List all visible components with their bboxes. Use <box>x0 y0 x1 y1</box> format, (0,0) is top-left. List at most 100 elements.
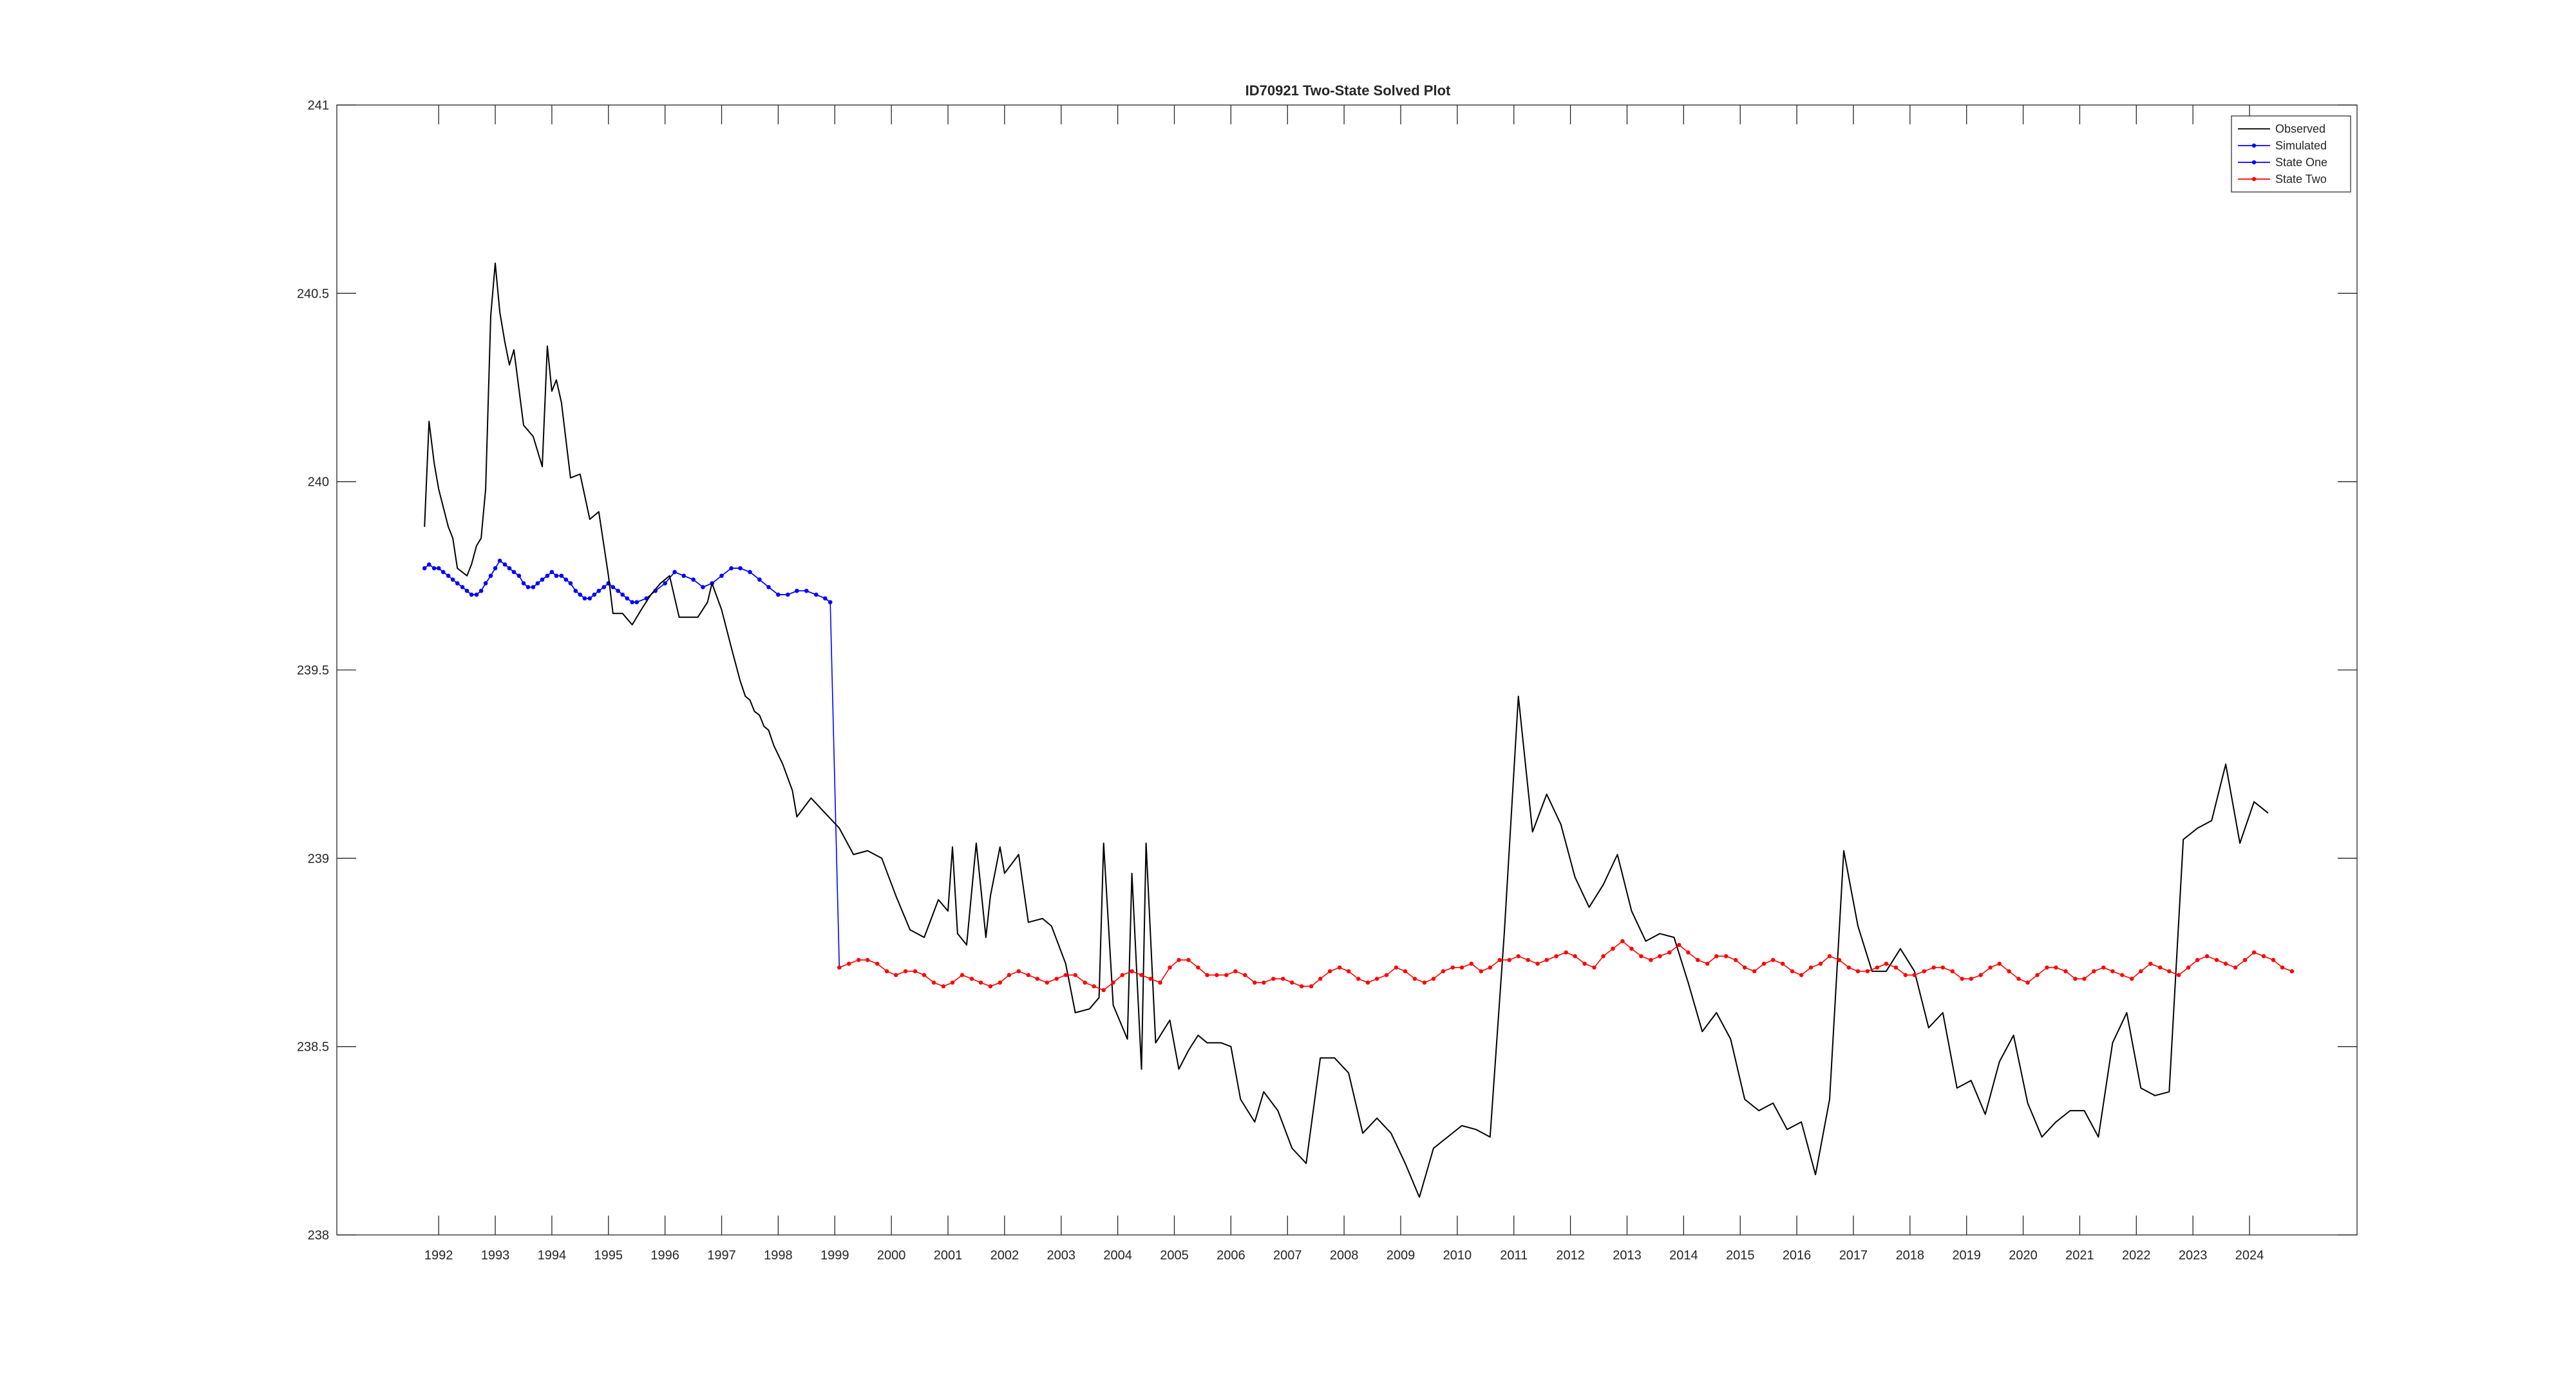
data-point-state-two <box>866 958 870 962</box>
x-tick-label: 2014 <box>1669 1248 1698 1263</box>
data-point-state-two <box>1573 954 1577 959</box>
data-point-state-two <box>1922 969 1926 973</box>
data-point-simulated <box>691 577 696 582</box>
data-point-state-two <box>1356 977 1361 981</box>
data-point-state-two <box>1884 961 1889 966</box>
series-line-observed <box>424 262 2269 1198</box>
data-point-simulated <box>455 581 460 586</box>
data-point-simulated <box>823 596 828 601</box>
data-point-simulated <box>814 592 819 597</box>
data-point-state-two <box>1431 977 1436 981</box>
y-tick-label: 239 <box>308 852 329 866</box>
series-observed <box>424 262 2269 1198</box>
legend-label: Observed <box>2275 122 2325 135</box>
x-tick-label: 2006 <box>1217 1248 1245 1263</box>
y-tick-label: 238 <box>308 1228 329 1243</box>
data-point-state-two <box>2261 954 2266 959</box>
x-tick-label: 2013 <box>1613 1248 1642 1263</box>
data-point-state-two <box>1761 961 1766 966</box>
x-tick-label: 2020 <box>2009 1248 2038 1263</box>
data-point-state-two <box>1139 973 1144 977</box>
x-tick-label: 1996 <box>650 1248 679 1263</box>
series-state-two <box>837 939 2295 993</box>
data-point-state-two <box>847 961 851 966</box>
data-point-simulated <box>601 585 606 589</box>
data-point-simulated <box>587 596 592 601</box>
data-point-simulated <box>757 577 762 582</box>
data-point-state-two <box>1997 961 2002 966</box>
data-point-state-two <box>1488 965 1492 970</box>
data-point-state-two <box>1177 958 1181 962</box>
data-point-state-two <box>2073 977 2078 981</box>
data-point-state-two <box>2101 965 2106 970</box>
data-point-state-two <box>1827 954 1832 959</box>
x-tick-label: 2011 <box>1500 1248 1528 1263</box>
data-point-state-two <box>2130 977 2134 981</box>
data-point-state-two <box>2158 965 2163 970</box>
data-point-simulated <box>469 592 474 597</box>
data-point-state-two <box>931 980 936 985</box>
data-point-state-two <box>950 980 955 985</box>
data-point-state-two <box>1705 961 1710 966</box>
data-point-simulated <box>488 573 493 578</box>
data-point-simulated <box>427 562 431 567</box>
data-point-state-two <box>1554 954 1558 959</box>
data-point-state-two <box>1734 958 1738 962</box>
x-tick-label: 2010 <box>1443 1248 1472 1263</box>
data-point-state-two <box>1233 969 1238 973</box>
data-point-state-two <box>2214 958 2219 962</box>
y-tick-label: 238.5 <box>297 1040 329 1055</box>
data-point-state-two <box>1016 969 1021 973</box>
data-point-state-two <box>1931 965 1936 970</box>
data-point-state-two <box>1337 965 1342 970</box>
data-point-state-two <box>1092 984 1096 989</box>
data-point-simulated <box>663 581 667 586</box>
data-point-simulated <box>516 573 522 578</box>
data-point-state-two <box>1855 969 1861 973</box>
data-point-state-two <box>1592 965 1596 970</box>
data-point-simulated <box>564 577 569 582</box>
x-tick-label: 2022 <box>2122 1248 2151 1263</box>
data-point-state-two <box>1168 965 1172 970</box>
data-point-state-two <box>2082 977 2087 981</box>
legend-marker <box>2251 143 2257 148</box>
data-point-state-two <box>884 969 889 973</box>
plot-area <box>336 104 2358 1236</box>
data-point-state-two <box>1441 969 1446 973</box>
data-point-simulated <box>497 559 502 563</box>
data-point-simulated <box>776 592 781 597</box>
data-point-state-two <box>1677 942 1681 948</box>
data-point-state-two <box>1960 977 1964 981</box>
data-point-state-two <box>2195 958 2200 962</box>
data-point-state-two <box>1346 969 1351 973</box>
data-point-state-two <box>960 973 965 977</box>
x-tick-label: 2000 <box>877 1248 906 1263</box>
data-point-simulated <box>573 589 578 593</box>
data-point-state-two <box>1253 980 1257 985</box>
data-point-state-two <box>1327 969 1332 973</box>
data-point-state-two <box>1309 984 1314 989</box>
data-point-simulated <box>828 600 833 604</box>
data-point-simulated <box>511 569 516 575</box>
data-point-state-two <box>1969 977 1973 981</box>
legend-marker <box>2251 177 2257 182</box>
data-point-state-two <box>1988 965 1993 970</box>
data-point-state-two <box>1837 958 1842 962</box>
data-point-state-two <box>1696 958 1700 962</box>
data-point-state-two <box>2177 973 2181 977</box>
data-point-state-two <box>913 969 918 973</box>
data-point-state-two <box>1799 973 1804 977</box>
data-point-simulated <box>681 573 686 578</box>
data-point-simulated <box>738 566 743 571</box>
data-point-state-two <box>1403 969 1408 973</box>
legend: Observed Simulated State One State Two <box>2231 115 2351 193</box>
data-point-state-two <box>875 961 880 966</box>
series-layer <box>422 262 2295 1198</box>
data-point-state-two <box>1224 973 1229 977</box>
data-point-simulated <box>568 581 573 586</box>
x-tick-label: 2002 <box>990 1248 1019 1263</box>
data-point-state-two <box>1412 977 1417 981</box>
y-tick-label: 239.5 <box>297 664 329 678</box>
data-point-state-two <box>1026 973 1031 977</box>
